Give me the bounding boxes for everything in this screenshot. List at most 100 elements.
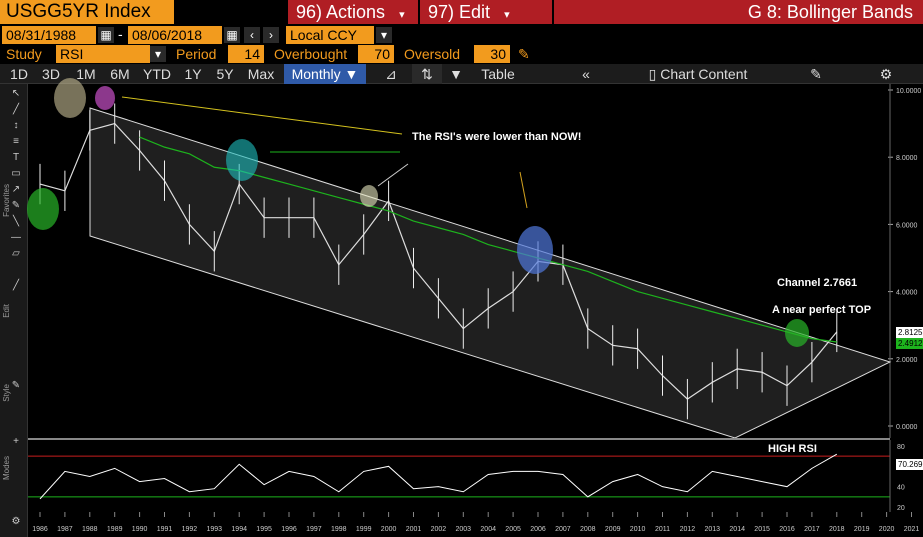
x-tick-label: 1988 [82,526,98,533]
rsi-line [39,453,838,500]
arrow-orange [519,171,528,209]
x-tick-label: 1996 [281,526,297,533]
pencil-icon[interactable]: ✎ [518,46,530,62]
study-select[interactable]: RSI [56,45,150,63]
tab-6m[interactable]: 6M [110,66,130,82]
x-tick-label: 2011 [655,526,670,533]
x-tick-label: 1986 [32,526,48,533]
edit-line-icon[interactable]: ╱ [12,280,20,291]
start-date-input[interactable]: 08/31/1988 [2,26,96,44]
chevron-down-icon[interactable]: ▾ [150,46,166,62]
actions-menu[interactable]: 96) Actions ▾ [288,0,418,24]
x-tick-label: 1999 [356,526,372,533]
crosshair-icon[interactable]: + [13,436,19,447]
calendar-icon[interactable]: ▦ [98,27,114,43]
track-button[interactable]: Track [364,85,390,97]
calendar-icon[interactable]: ▦ [224,27,240,43]
rect-icon[interactable]: ▭ [11,168,21,179]
actions-label: Actions [326,2,386,22]
chevron-down-icon[interactable]: ▾ [376,27,392,43]
x-tick-label: 1992 [182,526,198,533]
y-tick-label: 8.0000 [896,155,918,162]
edit-label: Edit [459,2,491,22]
ticker-field[interactable]: USGG5YR Index [0,0,174,24]
tab-ytd[interactable]: YTD [143,66,171,82]
circle-highlight-2018 [785,319,809,347]
table-button[interactable]: Table [481,66,515,82]
fib-icon[interactable]: ≡ [13,136,19,147]
news-button[interactable]: News [438,85,464,97]
collapse-icon[interactable]: « [582,66,590,82]
x-tick-label: 1993 [207,526,223,533]
x-tick-label: 2013 [705,526,721,533]
x-tick-label: 1987 [57,526,73,533]
edit-menu[interactable]: 97) Edit ▾ [420,0,552,24]
tab-1m[interactable]: 1M [76,66,96,82]
x-tick-label: 2015 [754,526,770,533]
line-icon[interactable]: ╲ [12,216,20,227]
ma-price-label: 2.4912 [896,338,923,349]
y-tick-label: 10.0000 [896,88,921,95]
rsi-note-annotation: The RSI's were lower than NOW! [412,131,582,143]
x-tick-label: 2021 [904,526,920,533]
oversold-input[interactable]: 30 [474,45,510,63]
text-icon[interactable]: T [12,152,20,163]
gear-icon[interactable]: ⚙ [879,66,893,82]
zoom-button[interactable]: Zoom [466,85,492,97]
trendline-icon[interactable]: ╱ [12,104,20,115]
cursor-icon[interactable]: ↖ [11,88,21,99]
x-tick-label: 2000 [381,526,397,533]
period-input[interactable]: 14 [228,45,264,63]
favorites-label: Favorites [2,184,11,217]
y-tick-label: 6.0000 [896,222,918,229]
circle-highlight-1987 [27,188,59,230]
overbought-input[interactable]: 70 [358,45,394,63]
frequency-select[interactable]: Monthly ▼ [284,64,366,84]
next-arrow-icon[interactable]: › [263,27,279,43]
hline-icon[interactable]: — [11,232,21,243]
x-tick-label: 1998 [331,526,347,533]
line-chart-icon[interactable]: ⊿ [385,66,397,82]
top-bar: USGG5YR Index 96) Actions ▾ 97) Edit ▾ G 8… [0,0,923,24]
tab-1y[interactable]: 1Y [184,66,202,82]
chart-content-button[interactable]: ▯ Chart Content [642,64,754,84]
y-tick-label: 0.0000 [896,424,918,431]
chart-content-label: Chart Content [660,66,748,82]
x-tick-label: 1994 [231,526,247,533]
x-tick-label: 2002 [431,526,447,533]
end-date-input[interactable]: 08/06/2018 [128,26,222,44]
trend-channel [89,107,892,439]
edit-icon[interactable]: ✎ [810,66,822,82]
rsi-pane [28,440,890,512]
chevron-down-icon[interactable]: ▼ [449,66,463,82]
rsi-tick-label: 40 [897,485,905,492]
tab-1d[interactable]: 1D [10,66,28,82]
candle-chart-icon[interactable]: ⇅ [412,64,442,84]
tab-max[interactable]: Max [247,66,275,82]
currency-select[interactable]: Local CCY [286,26,374,44]
x-tick-label: 2010 [630,526,646,533]
date-separator: - [118,26,123,42]
study-label: Study [6,46,42,62]
period-label: Period [176,46,217,62]
arrow-icon[interactable]: ↗ [11,184,21,195]
style-icon[interactable]: ✎ [11,380,21,391]
moving-average-line [139,136,837,343]
x-axis-bar [28,512,923,537]
price-line [39,122,838,400]
reset-button[interactable]: Reset [470,99,497,111]
chevron-down-icon: ▾ [504,9,510,21]
circle-highlight-2006 [517,226,553,274]
frequency-label: Monthly [291,66,341,82]
study-bar: Study RSI ▾ Period 14 Overbought 70 Over… [0,45,923,64]
tab-5y[interactable]: 5Y [216,66,234,82]
measure-icon[interactable]: ↕ [13,120,19,131]
rsi-tick-label: 20 [897,505,905,512]
annotate-button[interactable]: Annotate [394,85,431,97]
tab-3d[interactable]: 3D [42,66,60,82]
channel-icon[interactable]: ▱ [12,248,20,259]
gear-icon[interactable]: ⚙ [11,516,21,527]
prev-arrow-icon[interactable]: ‹ [244,27,260,43]
x-tick-label: 1997 [306,526,322,533]
pen-icon[interactable]: ✎ [11,200,21,211]
